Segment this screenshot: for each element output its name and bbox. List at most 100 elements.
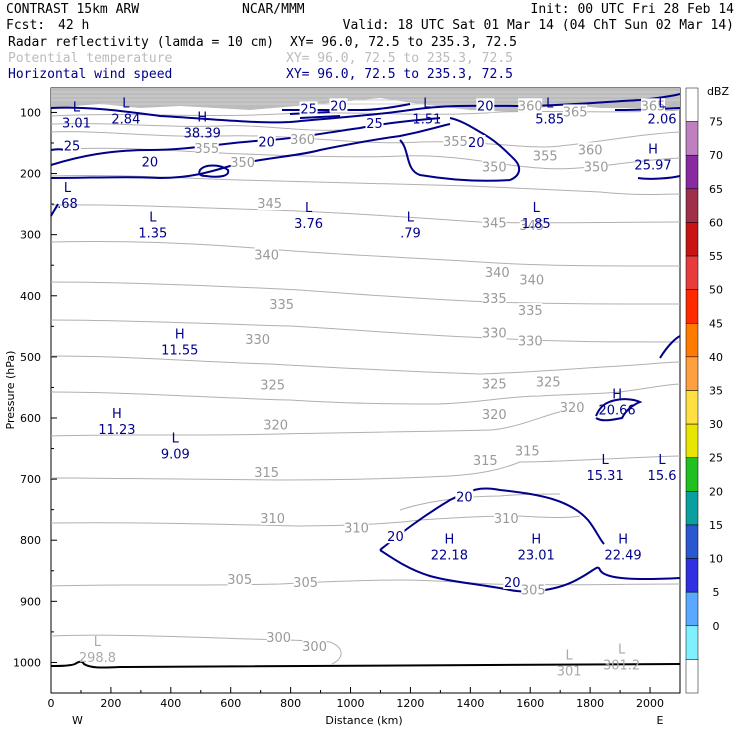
x-tick-label: 1200 <box>396 697 424 710</box>
wind-contour-label: 25 <box>366 117 383 132</box>
extremum-value: 23.01 <box>518 548 555 563</box>
theta-contour-label: 310 <box>344 522 369 537</box>
y-tick-label: 800 <box>20 534 41 547</box>
theta-contour-label: 350 <box>230 156 255 171</box>
colorbar-level-label: 5 <box>713 586 720 599</box>
center-title: NCAR/MMM <box>242 2 305 17</box>
colorbar-level-label: 50 <box>709 284 723 297</box>
theta-contour-label: 315 <box>515 445 540 460</box>
theta-contour-label: 350 <box>584 160 609 175</box>
extremum-value: 22.49 <box>604 548 641 563</box>
theta-label-bg <box>482 406 507 421</box>
wind-label-bg <box>329 98 348 113</box>
theta-label-bg <box>533 148 558 163</box>
theta-contour-label: 320 <box>482 408 507 423</box>
theta-label-bg <box>519 218 544 233</box>
x-end-east: E <box>657 714 664 727</box>
wind-contour-label: 20 <box>387 530 404 545</box>
extremum-value: 11.23 <box>98 423 135 438</box>
theta-contour-label: 355 <box>533 149 558 164</box>
theta-label-bg <box>519 272 544 287</box>
x-end-west: W <box>72 714 83 727</box>
colorbar-swatch <box>685 423 699 458</box>
extremum-type: L <box>533 201 541 216</box>
colorbar-swatch <box>685 457 699 492</box>
theta-label-bg <box>290 131 315 146</box>
theta-contour-label: 345 <box>257 197 282 212</box>
theta-label-bg <box>485 265 510 280</box>
extremum-value: 2.84 <box>111 113 140 128</box>
wind-label-layer: 20 20 25 25 25 20 20 20 20 20 20 <box>62 98 522 591</box>
theta-label-bg <box>518 303 543 318</box>
wind-contour-label: 20 <box>504 576 521 591</box>
extremum-type: H <box>531 532 541 547</box>
colorbar-swatch <box>685 289 699 324</box>
extremum-type: L <box>423 97 431 112</box>
extremum-value: 11.55 <box>161 344 198 359</box>
theta-contour-label: 320 <box>263 418 288 433</box>
theta-contour-label: 365 <box>563 105 588 120</box>
theta-label-layer: 365 360 365 360 355 355 360 350 350 355 350 345 345 3… <box>194 98 665 655</box>
theta-label-bg <box>482 159 507 174</box>
theta-label-bg <box>518 98 543 113</box>
theta-label-bg <box>344 520 369 535</box>
y-tick-label: 700 <box>20 473 41 486</box>
extremum-value: 1.51 <box>412 113 441 128</box>
theta-contour-label: 325 <box>536 376 561 391</box>
theta-contour-label: 340 <box>254 248 279 263</box>
theta-contour-label: 305 <box>293 576 318 591</box>
colorbar-swatch <box>685 625 699 660</box>
colorbar-level-label: 15 <box>709 519 723 532</box>
theta-contour-label: 340 <box>485 266 510 281</box>
extremum-value: 1.85 <box>522 217 551 232</box>
extremum-value: 15.6 <box>648 469 677 484</box>
theta-label-bg <box>443 133 468 148</box>
theta-label-bg <box>518 333 543 348</box>
extremum-type: H <box>112 407 122 422</box>
colorbar-swatch <box>685 558 699 593</box>
extremum-type: H <box>648 142 658 157</box>
extremum-type: L <box>64 181 72 196</box>
theta-label-bg <box>269 296 294 311</box>
colorbar-level-label: 55 <box>709 250 723 263</box>
y-tick-label: 1000 <box>13 656 41 669</box>
theta-label-bg <box>302 639 327 654</box>
theta-label-bg <box>245 331 270 346</box>
x-tick-label: 400 <box>160 697 181 710</box>
wind-contour-label: 20 <box>456 490 473 505</box>
theta-label-bg <box>521 582 546 597</box>
wind-label-bg <box>365 116 384 131</box>
y-axis: 100 200 300 400 500 600 700 800 900 1000 <box>13 106 57 694</box>
extremum-value: 9.09 <box>161 448 190 463</box>
field-xy-theta: XY= 96.0, 72.5 to 235.3, 72.5 <box>286 51 513 66</box>
colorbar-level-label: 20 <box>709 485 723 498</box>
extremum-value: 25.97 <box>634 158 671 173</box>
colorbar-level-label: 70 <box>709 149 723 162</box>
theta-contour-label: 330 <box>518 335 543 350</box>
x-axis-label: Distance (km) <box>325 714 402 727</box>
wind-label-bg <box>467 135 486 149</box>
wind-contour-label: 25 <box>64 140 81 155</box>
extremum-value: .79 <box>400 226 421 241</box>
extremum-type: L <box>658 453 666 468</box>
colorbar-swatch <box>685 524 699 559</box>
theta-contour-label: 330 <box>482 327 507 342</box>
wind-label-bg <box>62 138 81 153</box>
wind-label-bg <box>455 489 474 504</box>
theta-contour-label: 335 <box>518 304 543 319</box>
y-axis-label: Pressure (hPa) <box>4 351 17 430</box>
theta-label-bg <box>515 443 540 458</box>
x-tick-label: 600 <box>220 697 241 710</box>
init-time: Init: 00 UTC Fri 28 Feb 14 <box>531 2 735 17</box>
theta-contour-label: 310 <box>260 512 285 527</box>
x-tick-label: 0 <box>48 697 55 710</box>
theta-contour-label: 335 <box>269 298 294 313</box>
theta-contour-label: 320 <box>560 401 585 416</box>
extremum-type: L <box>149 210 157 225</box>
extremum-type: L <box>172 432 180 447</box>
extremum-value: 38.39 <box>184 127 221 142</box>
extremum-value: 3.01 <box>62 116 91 131</box>
theta-label-bg <box>194 141 219 156</box>
